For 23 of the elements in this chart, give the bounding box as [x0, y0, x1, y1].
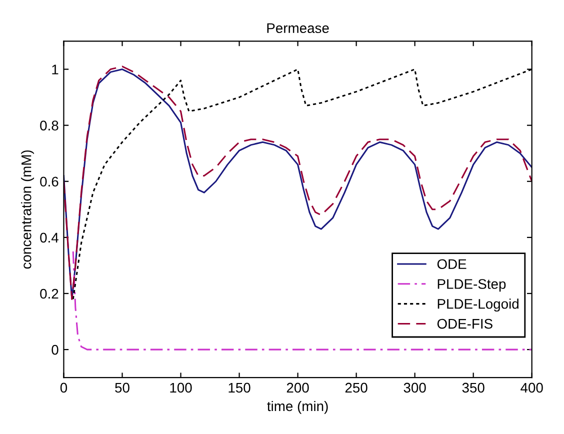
x-tick-label: 250	[345, 382, 368, 393]
legend-label: ODE-FIS	[437, 318, 492, 329]
x-tick-label: 150	[228, 382, 250, 393]
legend-label: PLDE-Step	[438, 279, 506, 292]
y-tick-label: 0.6	[40, 176, 58, 187]
y-tick-label: 0.4	[40, 232, 58, 243]
legend-label: PLDE-Logoid	[438, 298, 518, 312]
line-series	[72, 250, 532, 350]
x-axis-title: time (min)	[267, 400, 328, 414]
x-tick-label: 0	[60, 382, 68, 393]
legend-label: ODE	[437, 259, 466, 270]
y-axis-title: concentration (mM)	[21, 150, 34, 269]
y-tick-label: 0.2	[40, 288, 58, 299]
x-tick-label: 100	[170, 382, 192, 393]
y-tick-label: 0.8	[40, 120, 58, 130]
x-tick-label: 300	[404, 382, 426, 393]
x-tick-label: 200	[286, 382, 309, 393]
y-tick-label: 0	[52, 344, 58, 355]
x-tick-label: 350	[462, 382, 484, 393]
chart-title: Permease	[267, 23, 329, 34]
x-tick-label: 50	[115, 382, 130, 393]
x-tick-label: 400	[520, 382, 543, 393]
y-tick-label: 1	[52, 64, 58, 74]
